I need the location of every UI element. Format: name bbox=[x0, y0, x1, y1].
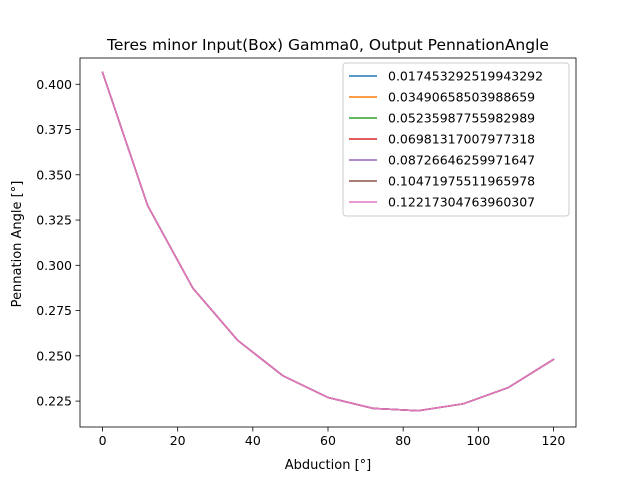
x-tick-label: 40 bbox=[245, 433, 261, 448]
x-tick-label: 120 bbox=[542, 433, 566, 448]
legend-label-4: 0.06981317007977318 bbox=[388, 132, 535, 147]
x-tick-label: 80 bbox=[395, 433, 411, 448]
x-tick-label: 60 bbox=[320, 433, 336, 448]
series-line-7 bbox=[101, 71, 555, 412]
y-axis-label: Pennation Angle [°] bbox=[10, 181, 25, 308]
legend-label-3: 0.05235987755982989 bbox=[388, 111, 535, 126]
y-tick-label: 0.275 bbox=[36, 303, 72, 318]
x-axis-label: Abduction [°] bbox=[285, 458, 371, 473]
legend: 0.017453292519943292 0.03490658503988659 0… bbox=[342, 62, 570, 217]
x-tick-label: 20 bbox=[170, 433, 186, 448]
x-tick-label: 0 bbox=[99, 433, 107, 448]
x-tick-label: 100 bbox=[466, 433, 490, 448]
chart-title: Teres minor Input(Box) Gamma0, Output Pe… bbox=[106, 36, 549, 54]
y-tick-label: 0.375 bbox=[36, 122, 72, 137]
legend-label-5: 0.08726646259971647 bbox=[388, 153, 535, 168]
legend-label-2: 0.03490658503988659 bbox=[388, 90, 535, 105]
legend-label-1: 0.017453292519943292 bbox=[388, 69, 543, 84]
y-tick-label: 0.325 bbox=[36, 213, 72, 228]
legend-box bbox=[342, 62, 570, 217]
legend-label-7: 0.12217304763960307 bbox=[388, 195, 535, 210]
y-tick-label: 0.400 bbox=[36, 77, 72, 92]
y-tick-label: 0.225 bbox=[36, 394, 72, 409]
plot-area bbox=[101, 71, 555, 412]
y-tick-label: 0.350 bbox=[36, 167, 72, 182]
legend-label-6: 0.10471975511965978 bbox=[388, 174, 535, 189]
y-tick-label: 0.300 bbox=[36, 258, 72, 273]
axes: 0 20 40 60 80 100 120 0.225 0.250 0.275 0.300 0.325… bbox=[36, 57, 577, 448]
y-tick-label: 0.250 bbox=[36, 348, 72, 363]
